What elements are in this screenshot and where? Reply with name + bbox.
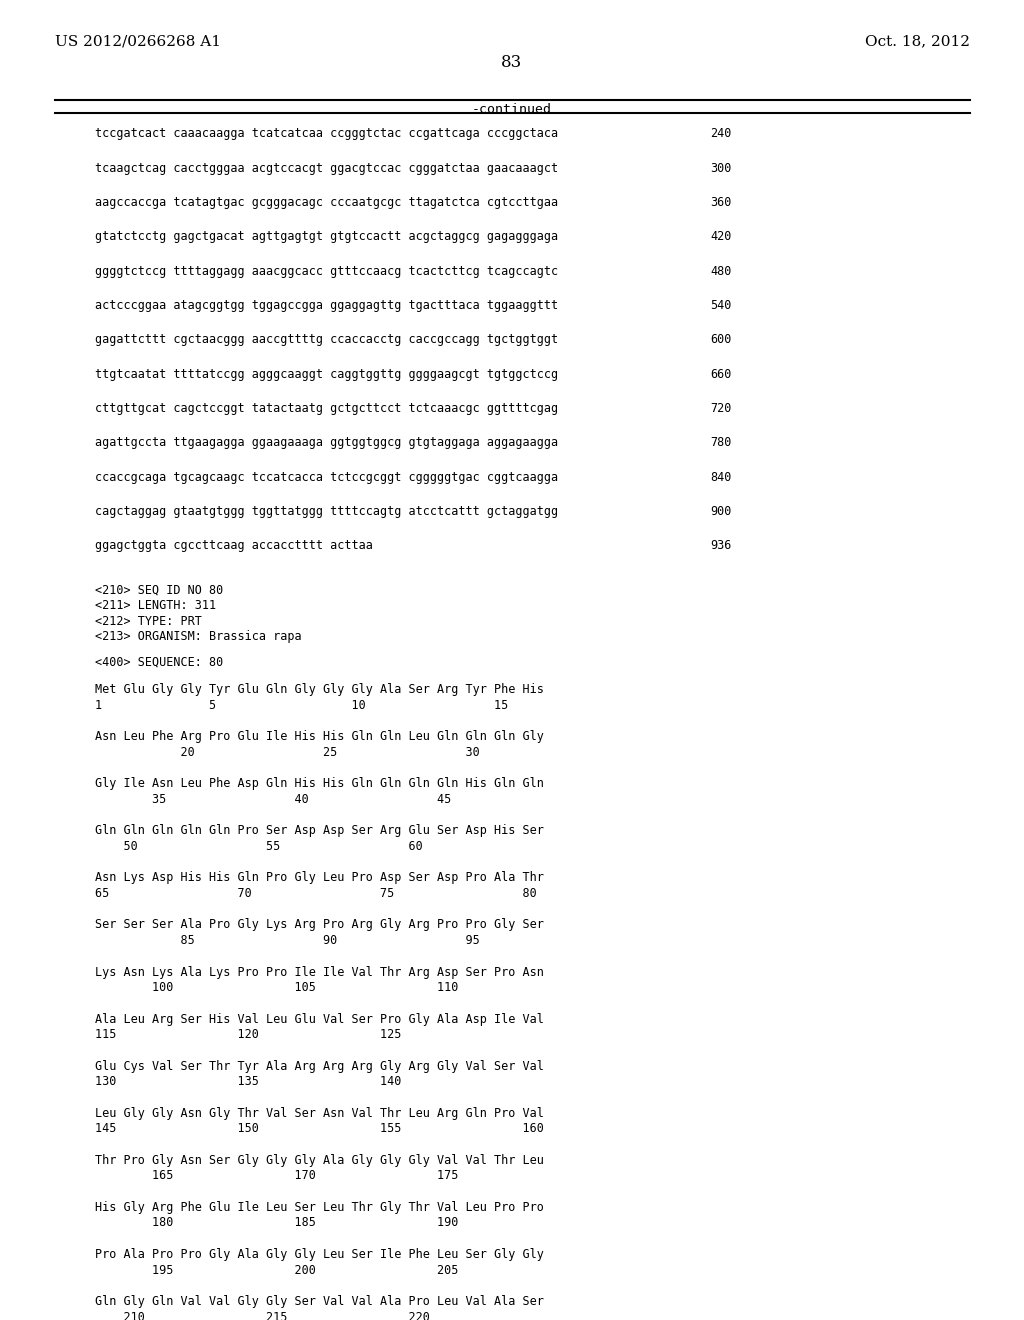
Text: 240: 240 xyxy=(710,128,731,140)
Text: ccaccgcaga tgcagcaagc tccatcacca tctccgcggt cgggggtgac cggtcaagga: ccaccgcaga tgcagcaagc tccatcacca tctccgc… xyxy=(95,470,558,483)
Text: cagctaggag gtaatgtggg tggttatggg ttttccagtg atcctcattt gctaggatgg: cagctaggag gtaatgtggg tggttatggg ttttcca… xyxy=(95,504,558,517)
Text: tcaagctcag cacctgggaa acgtccacgt ggacgtccac cgggatctaa gaacaaagct: tcaagctcag cacctgggaa acgtccacgt ggacgtc… xyxy=(95,162,558,174)
Text: tccgatcact caaacaagga tcatcatcaa ccgggtctac ccgattcaga cccggctaca: tccgatcact caaacaagga tcatcatcaa ccgggtc… xyxy=(95,128,558,140)
Text: 540: 540 xyxy=(710,298,731,312)
Text: <210> SEQ ID NO 80: <210> SEQ ID NO 80 xyxy=(95,583,223,597)
Text: 720: 720 xyxy=(710,401,731,414)
Text: <211> LENGTH: 311: <211> LENGTH: 311 xyxy=(95,599,216,612)
Text: ggagctggta cgccttcaag accacctttt acttaa: ggagctggta cgccttcaag accacctttt acttaa xyxy=(95,539,373,552)
Text: 936: 936 xyxy=(710,539,731,552)
Text: His Gly Arg Phe Glu Ile Leu Ser Leu Thr Gly Thr Val Leu Pro Pro: His Gly Arg Phe Glu Ile Leu Ser Leu Thr … xyxy=(95,1201,544,1214)
Text: 100                 105                 110: 100 105 110 xyxy=(95,981,459,994)
Text: Met Glu Gly Gly Tyr Glu Gln Gly Gly Gly Ala Ser Arg Tyr Phe His: Met Glu Gly Gly Tyr Glu Gln Gly Gly Gly … xyxy=(95,684,544,696)
Text: <400> SEQUENCE: 80: <400> SEQUENCE: 80 xyxy=(95,656,223,669)
Text: Oct. 18, 2012: Oct. 18, 2012 xyxy=(865,34,970,49)
Text: Ser Ser Ser Ala Pro Gly Lys Arg Pro Arg Gly Arg Pro Pro Gly Ser: Ser Ser Ser Ala Pro Gly Lys Arg Pro Arg … xyxy=(95,919,544,932)
Text: 85                  90                  95: 85 90 95 xyxy=(95,935,480,948)
Text: Thr Pro Gly Asn Ser Gly Gly Gly Ala Gly Gly Gly Val Val Thr Leu: Thr Pro Gly Asn Ser Gly Gly Gly Ala Gly … xyxy=(95,1154,544,1167)
Text: 145                 150                 155                 160: 145 150 155 160 xyxy=(95,1122,544,1135)
Text: 65                  70                  75                  80: 65 70 75 80 xyxy=(95,887,537,900)
Text: gagattcttt cgctaacggg aaccgttttg ccaccacctg caccgccagg tgctggtggt: gagattcttt cgctaacggg aaccgttttg ccaccac… xyxy=(95,333,558,346)
Text: 480: 480 xyxy=(710,265,731,277)
Text: 420: 420 xyxy=(710,231,731,243)
Text: Ala Leu Arg Ser His Val Leu Glu Val Ser Pro Gly Ala Asp Ile Val: Ala Leu Arg Ser His Val Leu Glu Val Ser … xyxy=(95,1012,544,1026)
Text: 35                  40                  45: 35 40 45 xyxy=(95,793,452,807)
Text: 83: 83 xyxy=(502,54,522,71)
Text: Gln Gly Gln Val Val Gly Gly Ser Val Val Ala Pro Leu Val Ala Ser: Gln Gly Gln Val Val Gly Gly Ser Val Val … xyxy=(95,1295,544,1308)
Text: <212> TYPE: PRT: <212> TYPE: PRT xyxy=(95,615,202,627)
Text: 360: 360 xyxy=(710,197,731,209)
Text: 115                 120                 125: 115 120 125 xyxy=(95,1028,401,1041)
Text: Asn Lys Asp His His Gln Pro Gly Leu Pro Asp Ser Asp Pro Ala Thr: Asn Lys Asp His His Gln Pro Gly Leu Pro … xyxy=(95,871,544,884)
Text: Pro Ala Pro Pro Gly Ala Gly Gly Leu Ser Ile Phe Leu Ser Gly Gly: Pro Ala Pro Pro Gly Ala Gly Gly Leu Ser … xyxy=(95,1247,544,1261)
Text: 900: 900 xyxy=(710,504,731,517)
Text: Leu Gly Gly Asn Gly Thr Val Ser Asn Val Thr Leu Arg Gln Pro Val: Leu Gly Gly Asn Gly Thr Val Ser Asn Val … xyxy=(95,1106,544,1119)
Text: ttgtcaatat ttttatccgg agggcaaggt caggtggttg ggggaagcgt tgtggctccg: ttgtcaatat ttttatccgg agggcaaggt caggtgg… xyxy=(95,367,558,380)
Text: 600: 600 xyxy=(710,333,731,346)
Text: aagccaccga tcatagtgac gcgggacagc cccaatgcgc ttagatctca cgtccttgaa: aagccaccga tcatagtgac gcgggacagc cccaatg… xyxy=(95,197,558,209)
Text: 180                 185                 190: 180 185 190 xyxy=(95,1217,459,1229)
Text: 165                 170                 175: 165 170 175 xyxy=(95,1170,459,1183)
Text: cttgttgcat cagctccggt tatactaatg gctgcttcct tctcaaacgc ggttttcgag: cttgttgcat cagctccggt tatactaatg gctgctt… xyxy=(95,401,558,414)
Text: 660: 660 xyxy=(710,367,731,380)
Text: Lys Asn Lys Ala Lys Pro Pro Ile Ile Val Thr Arg Asp Ser Pro Asn: Lys Asn Lys Ala Lys Pro Pro Ile Ile Val … xyxy=(95,965,544,978)
Text: 210                 215                 220: 210 215 220 xyxy=(95,1311,430,1320)
Text: agattgccta ttgaagagga ggaagaaaga ggtggtggcg gtgtaggaga aggagaagga: agattgccta ttgaagagga ggaagaaaga ggtggtg… xyxy=(95,436,558,449)
Text: 50                  55                  60: 50 55 60 xyxy=(95,840,423,853)
Text: 780: 780 xyxy=(710,436,731,449)
Text: US 2012/0266268 A1: US 2012/0266268 A1 xyxy=(55,34,221,49)
Text: Gly Ile Asn Leu Phe Asp Gln His His Gln Gln Gln Gln His Gln Gln: Gly Ile Asn Leu Phe Asp Gln His His Gln … xyxy=(95,777,544,791)
Text: 130                 135                 140: 130 135 140 xyxy=(95,1076,401,1088)
Text: 300: 300 xyxy=(710,162,731,174)
Text: Glu Cys Val Ser Thr Tyr Ala Arg Arg Arg Gly Arg Gly Val Ser Val: Glu Cys Val Ser Thr Tyr Ala Arg Arg Arg … xyxy=(95,1060,544,1073)
Text: -continued: -continued xyxy=(472,103,552,116)
Text: actcccggaa atagcggtgg tggagccgga ggaggagttg tgactttaca tggaaggttt: actcccggaa atagcggtgg tggagccgga ggaggag… xyxy=(95,298,558,312)
Text: gtatctcctg gagctgacat agttgagtgt gtgtccactt acgctaggcg gagagggaga: gtatctcctg gagctgacat agttgagtgt gtgtcca… xyxy=(95,231,558,243)
Text: <213> ORGANISM: Brassica rapa: <213> ORGANISM: Brassica rapa xyxy=(95,630,302,643)
Text: 1               5                   10                  15: 1 5 10 15 xyxy=(95,698,508,711)
Text: 840: 840 xyxy=(710,470,731,483)
Text: 20                  25                  30: 20 25 30 xyxy=(95,746,480,759)
Text: Asn Leu Phe Arg Pro Glu Ile His His Gln Gln Leu Gln Gln Gln Gly: Asn Leu Phe Arg Pro Glu Ile His His Gln … xyxy=(95,730,544,743)
Text: ggggtctccg ttttaggagg aaacggcacc gtttccaacg tcactcttcg tcagccagtc: ggggtctccg ttttaggagg aaacggcacc gtttcca… xyxy=(95,265,558,277)
Text: 195                 200                 205: 195 200 205 xyxy=(95,1263,459,1276)
Text: Gln Gln Gln Gln Gln Pro Ser Asp Asp Ser Arg Glu Ser Asp His Ser: Gln Gln Gln Gln Gln Pro Ser Asp Asp Ser … xyxy=(95,825,544,837)
